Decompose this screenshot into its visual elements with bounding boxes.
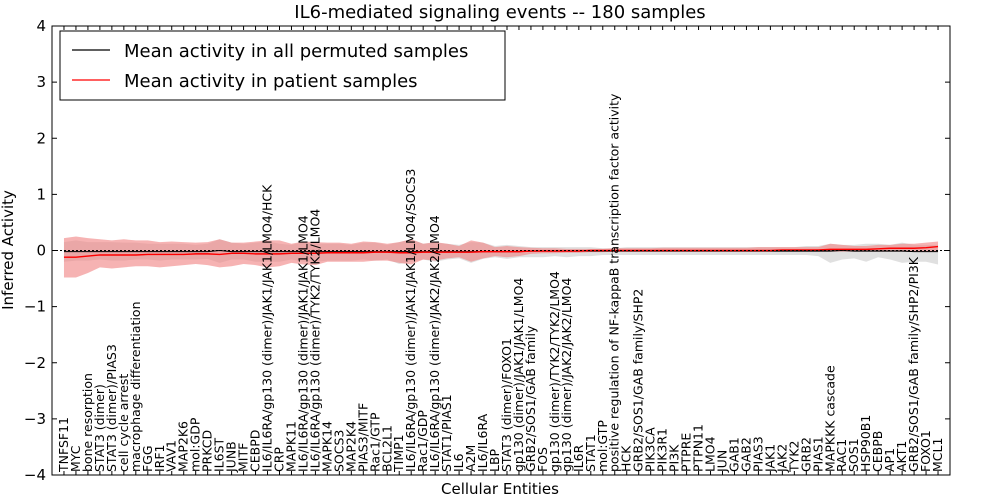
y-tick-label: −3 xyxy=(24,410,46,428)
x-tick-label: IL6ST xyxy=(212,437,227,472)
x-tick-label: JUN xyxy=(715,450,730,473)
x-tick-label: MITF xyxy=(236,443,251,472)
x-tick-label: MAPKKK cascade xyxy=(822,365,837,472)
x-tick-label: MAP2K6 xyxy=(176,421,191,472)
x-tick-label: GRB2/SOS1/GAB family xyxy=(523,325,538,472)
x-tick-label: STAT1 xyxy=(583,434,598,472)
legend-label-permuted: Mean activity in all permuted samples xyxy=(124,41,468,62)
x-tick-label: STAT1/PIAS1 xyxy=(439,394,454,472)
x-tick-label: RAC1 xyxy=(834,439,849,472)
x-tick-label: Rac1/GDP xyxy=(415,410,430,472)
x-tick-label: IL6/IL6RA/gp130 (dimer)/JAK1/JAK1/LMO4/H… xyxy=(260,184,275,472)
x-tick-label: JUNB xyxy=(224,441,239,473)
x-tick-label: GRB2/SOS1/GAB family/SHP2/PI3K xyxy=(906,256,921,472)
x-tick-label: SOS1 xyxy=(846,438,861,472)
x-tick-label: IL6/IL6RA xyxy=(475,413,490,472)
x-tick-label: PI3K xyxy=(667,444,682,472)
x-tick-label: PIAS1 xyxy=(810,436,825,472)
x-tick-label: SOCS3 xyxy=(331,430,346,472)
x-tick-label: CEBPB xyxy=(870,431,885,472)
x-tick-label: BCL2L1 xyxy=(379,425,394,472)
y-tick-label: 0 xyxy=(36,242,46,260)
x-tick-label: bone resorption xyxy=(80,373,95,472)
y-tick-label: −2 xyxy=(24,354,46,372)
y-tick-label: 4 xyxy=(36,17,46,35)
x-tick-label: IL6/IL6RA/gp130 (dimer)/JAK1/JAK1/LMO4 xyxy=(295,215,310,472)
x-tick-label: AKT1 xyxy=(894,441,909,472)
plot-area-frame xyxy=(51,25,951,476)
x-tick-label: FOXO1 xyxy=(918,430,933,472)
x-tick-label: GAB2 xyxy=(738,437,753,472)
y-tick-label: 3 xyxy=(36,73,46,91)
x-tick-label: PRKCD xyxy=(200,430,215,472)
x-tick-label: HSP90B1 xyxy=(858,415,873,472)
y-axis-ticks: −4 −3 −2 −1 0 1 2 3 4 xyxy=(24,17,950,484)
x-tick-label: IL6R xyxy=(571,444,586,472)
x-axis-label: Cellular Entities xyxy=(441,480,559,498)
x-tick-label: gp130 (dimer)/TYK2/TYK2/LMO4 xyxy=(547,271,562,472)
x-tick-label: PIAS3/MITF xyxy=(355,403,370,472)
y-tick-label: 2 xyxy=(36,129,46,147)
y-tick-label: −1 xyxy=(24,298,46,316)
x-tick-label: cell cycle arrest xyxy=(116,374,131,472)
x-tick-label: GRB2 xyxy=(798,437,813,472)
x-tick-label: TYK2 xyxy=(786,441,801,473)
x-tick-label: PTPRE xyxy=(679,433,694,472)
x-tick-label: CEBPD xyxy=(248,430,263,472)
x-tick-label: IL6/IL6RA/gp130 (dimer)/TYK2/TYK2/LMO4 xyxy=(307,209,322,472)
x-tick-label: mol:GTP xyxy=(595,420,610,472)
x-tick-label: Rac1/GTP xyxy=(367,412,382,472)
x-tick-label: IL6 xyxy=(451,453,466,472)
x-tick-label: mol:GDP xyxy=(188,417,203,472)
x-tick-label: MAP2K4 xyxy=(343,421,358,472)
x-tick-label: MAPK14 xyxy=(319,421,334,472)
x-tick-label: TNFSF11 xyxy=(56,417,71,473)
legend-box xyxy=(59,30,506,101)
x-tick-label: STAT3 (dimer)/PIAS3 xyxy=(104,344,119,472)
legend: Mean activity in all permuted samples Me… xyxy=(59,30,506,101)
x-tick-label: HCK xyxy=(619,445,634,472)
x-tick-label: A2M xyxy=(463,445,478,472)
series-lines xyxy=(63,245,939,258)
x-tick-label: JAK1 xyxy=(762,444,777,473)
x-tick-label: STAT3 (dimer)/FOXO1 xyxy=(499,338,514,472)
x-tick-label: CRP xyxy=(271,447,286,472)
x-tick-label: PIAS3 xyxy=(750,436,765,472)
x-tick-label: positive regulation of NF-kappaB transcr… xyxy=(607,93,622,472)
patient-mean-line xyxy=(63,245,939,258)
x-tick-label: PIK3CA xyxy=(643,427,658,472)
x-tick-label: MAPK11 xyxy=(283,421,298,472)
x-tick-label: IRF1 xyxy=(152,444,167,472)
x-tick-label: LMO4 xyxy=(703,436,718,472)
patient-confidence-band xyxy=(63,236,939,278)
y-tick-label: 1 xyxy=(36,185,46,203)
x-tick-label: FGG xyxy=(140,445,155,472)
x-tick-label: FOS xyxy=(535,447,550,472)
legend-label-patient: Mean activity in patient samples xyxy=(124,71,418,92)
y-tick-label: −4 xyxy=(24,466,46,484)
x-tick-label: gp130 (dimer)/JAK1/JAK1/LMO4 xyxy=(511,278,526,472)
x-tick-label: GRB2/SOS1/GAB family/SHP2 xyxy=(631,289,646,472)
x-tick-label: STAT3 (dimer) xyxy=(92,384,107,472)
x-tick-label: AP1 xyxy=(882,448,897,472)
x-tick-label: IL6/IL6RA/gp130 (dimer)/JAK2/JAK2/LMO4 xyxy=(427,215,442,472)
x-tick-label: VAV1 xyxy=(164,440,179,472)
x-tick-label: PIK3R1 xyxy=(655,428,670,472)
x-tick-label: TIMP1 xyxy=(391,434,406,473)
x-tick-label: macrophage differentiation xyxy=(128,301,143,472)
x-tick-label: GAB1 xyxy=(726,437,741,472)
x-tick-label: IL6/IL6RA/gp130 (dimer)/JAK1/JAK1/LMO4/S… xyxy=(403,169,418,472)
x-tick-label: MCL1 xyxy=(930,438,945,472)
x-tick-label: gp130 (dimer)/JAK2/JAK2/LMO4 xyxy=(559,278,574,472)
x-tick-label: MYC xyxy=(68,445,83,472)
x-axis-ticks xyxy=(63,26,939,475)
y-axis-label: Inferred Activity xyxy=(0,190,17,310)
chart-title: IL6-mediated signaling events -- 180 sam… xyxy=(294,2,705,23)
x-tick-label: PTPN11 xyxy=(691,424,706,472)
x-tick-label: JAK2 xyxy=(774,444,789,473)
x-tick-label: LBP xyxy=(487,448,502,472)
